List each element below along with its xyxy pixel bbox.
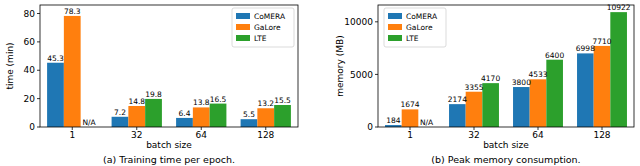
data-label: 19.8: [145, 90, 162, 99]
bar: [402, 109, 419, 127]
bar: [128, 106, 145, 127]
legend-swatch: [236, 35, 250, 41]
data-label: 10922: [607, 3, 631, 12]
legend-swatch: [236, 24, 250, 30]
bar: [257, 108, 274, 127]
bar: [112, 117, 129, 127]
caption: (b) Peak memory consumption.: [431, 154, 580, 165]
legend-box: [384, 8, 446, 47]
data-label: 13.2: [257, 99, 274, 108]
x-tick-label: 32: [468, 130, 479, 140]
x-tick-label: 128: [257, 130, 274, 140]
chart-panel: 1842174380069981674335545337710N/A417064…: [335, 3, 634, 165]
data-label: 2174: [448, 95, 467, 104]
bar: [513, 87, 530, 127]
legend-swatch: [236, 13, 250, 19]
legend-label: LTE: [254, 34, 267, 43]
bar: [449, 104, 466, 127]
y-tick: [37, 127, 40, 128]
data-label: 45.3: [47, 54, 64, 63]
data-label: 4170: [481, 74, 500, 83]
data-label: N/A: [420, 118, 434, 127]
legend-box: [232, 8, 294, 47]
legend-label: GaLore: [406, 23, 433, 32]
legend-label: CoMERA: [254, 12, 286, 21]
y-tick: [375, 74, 378, 75]
caption: (a) Training time per epoch.: [103, 154, 235, 165]
bar: [241, 119, 258, 127]
x-tick-label: 64: [196, 130, 208, 140]
legend-swatch: [388, 13, 402, 19]
data-label: 7.2: [114, 108, 126, 117]
bar: [466, 92, 483, 127]
data-label: 16.5: [210, 95, 227, 104]
y-tick: [37, 13, 40, 14]
legend-label: GaLore: [254, 23, 281, 32]
bar: [482, 83, 499, 127]
x-tick-label: 1: [407, 130, 413, 140]
y-tick-label: 0: [367, 122, 373, 132]
y-tick: [37, 70, 40, 71]
y-tick-label: 80: [24, 9, 36, 19]
y-tick-label: 60: [24, 37, 36, 47]
bar: [176, 118, 193, 127]
bar: [210, 104, 227, 127]
figure: 45.3 7.2 6.4 5.5 78.3 14.8 13.8 13.2 N/A 19.8 16.5…: [0, 0, 640, 166]
y-tick-label: 20: [24, 94, 36, 104]
y-tick-label: 40: [24, 65, 36, 75]
data-label: N/A: [82, 118, 96, 127]
data-label: 3355: [464, 83, 483, 92]
data-label: 15.5: [274, 96, 291, 105]
data-label: 184: [386, 116, 401, 125]
data-label: 5.5: [243, 110, 255, 119]
data-label: 3800: [512, 78, 531, 87]
y-axis-label: memory (MB): [335, 35, 345, 96]
bar: [64, 16, 81, 127]
x-axis-label: batch size: [146, 140, 192, 150]
y-tick-label: 0: [29, 122, 35, 132]
legend: CoMERA GaLore LTE: [384, 8, 446, 47]
legend-swatch: [388, 35, 402, 41]
bar: [530, 79, 547, 127]
data-label: 6400: [545, 51, 564, 60]
y-axis-label: time (min): [5, 42, 15, 89]
data-label: 1674: [400, 100, 419, 109]
legend-swatch: [388, 24, 402, 30]
data-label: 78.3: [64, 7, 81, 16]
legend-label: LTE: [406, 34, 419, 43]
data-label: 13.8: [193, 98, 210, 107]
y-tick: [375, 21, 378, 22]
bar: [47, 63, 64, 127]
bar: [193, 107, 210, 127]
x-tick-label: 1: [69, 130, 75, 140]
x-tick-label: 64: [532, 130, 544, 140]
y-tick: [37, 41, 40, 42]
legend: CoMERA GaLore LTE: [232, 8, 294, 47]
x-axis-label: batch size: [483, 140, 529, 150]
plot-frame: [378, 5, 634, 127]
y-tick-label: 5000: [350, 70, 373, 80]
data-label: 4533: [528, 70, 547, 79]
data-label: 14.8: [128, 97, 145, 106]
legend-label: CoMERA: [406, 12, 438, 21]
bar: [594, 46, 611, 127]
data-label: 7710: [592, 37, 611, 46]
bar: [145, 99, 162, 127]
y-tick-label: 10000: [344, 17, 373, 27]
plot-frame: [40, 5, 298, 127]
y-tick: [37, 98, 40, 99]
x-tick-label: 128: [593, 130, 610, 140]
x-tick-label: 32: [131, 130, 142, 140]
y-tick: [375, 127, 378, 128]
bar: [577, 53, 594, 127]
bar: [546, 60, 563, 127]
bar: [610, 12, 627, 127]
bar: [274, 105, 291, 127]
data-label: 6.4: [179, 109, 191, 118]
chart-panel: 45.3 7.2 6.4 5.5 78.3 14.8 13.8 13.2 N/A 19.8 16.5…: [5, 5, 298, 165]
bars: [385, 12, 627, 127]
